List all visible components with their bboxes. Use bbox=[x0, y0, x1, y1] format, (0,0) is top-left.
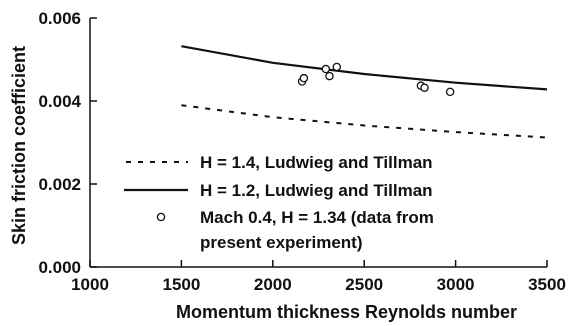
x-tick-label: 2000 bbox=[254, 275, 292, 294]
y-axis-title: Skin friction coefficient bbox=[9, 46, 29, 245]
plot-area: 0.000 0.002 0.004 0.006 1000 1500 2000 2500 300… bbox=[38, 9, 565, 294]
x-axis-title: Momentum thickness Reynolds number bbox=[176, 302, 517, 322]
data-point bbox=[325, 71, 334, 81]
legend-label-mach04-line1: Mach 0.4, H = 1.34 (data from bbox=[200, 208, 434, 227]
x-tick-label: 3000 bbox=[437, 275, 475, 294]
data-point bbox=[420, 83, 429, 92]
y-tick-label: 0.000 bbox=[38, 258, 81, 277]
y-tick-label: 0.002 bbox=[38, 175, 81, 194]
series-layer bbox=[181, 45, 548, 139]
x-tick-label: 2500 bbox=[345, 275, 383, 294]
legend-label-mach04-line2: present experiment) bbox=[200, 233, 363, 252]
data-point bbox=[321, 64, 331, 74]
x-tick-label: 3500 bbox=[528, 275, 566, 294]
x-tick-label: 1500 bbox=[162, 275, 200, 294]
data-point bbox=[445, 87, 455, 97]
x-axis-ticks: 1000 1500 2000 2500 3000 3500 bbox=[71, 260, 566, 294]
y-tick-label: 0.004 bbox=[38, 92, 81, 111]
y-tick-label: 0.006 bbox=[38, 9, 81, 28]
legend-label-h14: H = 1.4, Ludwieg and Tillman bbox=[200, 153, 433, 172]
legend-symbol-open-circle bbox=[156, 212, 166, 222]
data-point bbox=[299, 73, 309, 83]
series-line-h14 bbox=[181, 104, 548, 139]
legend: H = 1.4, Ludwieg and Tillman H = 1.2, Lu… bbox=[124, 153, 434, 252]
x-tick-label: 1000 bbox=[71, 275, 109, 294]
series-line-h12 bbox=[181, 45, 548, 91]
y-axis-ticks: 0.000 0.002 0.004 0.006 bbox=[38, 9, 97, 277]
legend-label-h12: H = 1.2, Ludwieg and Tillman bbox=[200, 181, 433, 200]
data-point bbox=[332, 62, 342, 72]
